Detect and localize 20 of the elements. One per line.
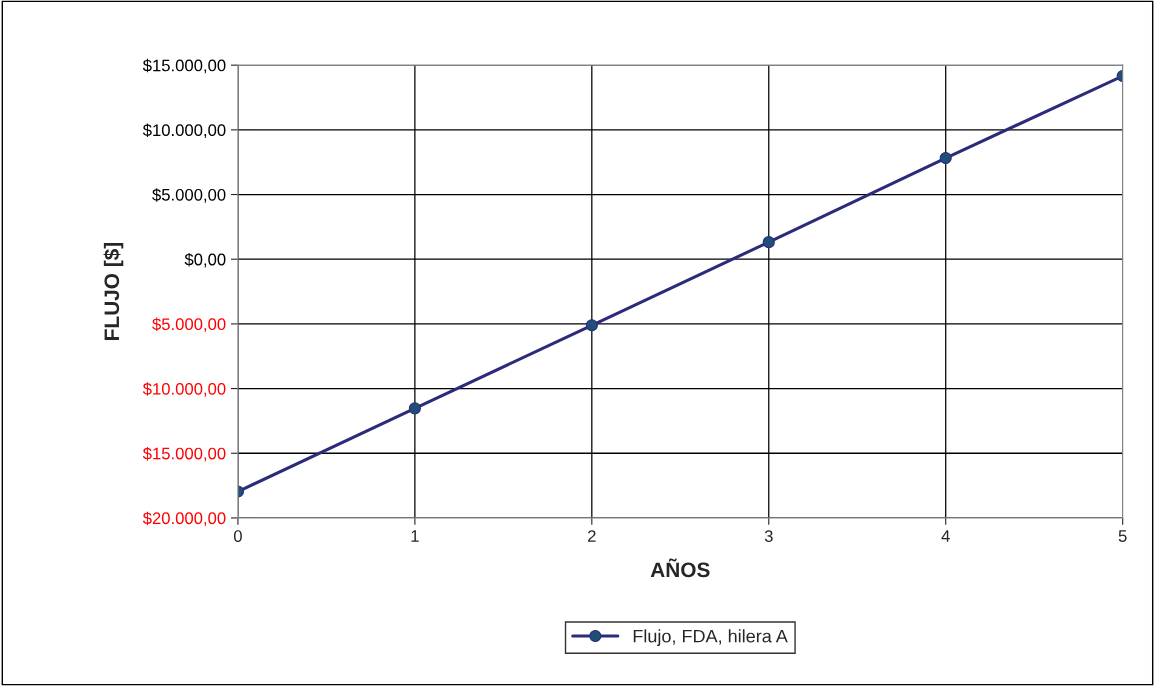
y-axis-title: FLUJO [$] xyxy=(103,242,124,340)
point xyxy=(939,151,952,165)
point xyxy=(585,319,598,332)
y-tick-label: $10.000,00 xyxy=(142,123,226,139)
legend-label: Flujo, FDA, hilera A xyxy=(633,629,788,647)
x-tick-label: 0 xyxy=(233,530,242,542)
y-tick-label: $15.000,00 xyxy=(142,58,226,74)
y-tick-label: $15.000,00 xyxy=(142,446,226,462)
y-tick-label: $10.000,00 xyxy=(142,382,226,397)
x-tick-label: 1 xyxy=(411,530,419,542)
y-tick-label: $20.000,00 xyxy=(142,511,226,527)
point xyxy=(762,236,775,249)
y-tick-label: $0,00 xyxy=(184,252,226,268)
y-tick-label: $5.000,00 xyxy=(152,188,226,203)
x-tick-label: 4 xyxy=(941,530,950,542)
y-tick-label: $5.000,00 xyxy=(152,317,226,333)
x-tick-label: 3 xyxy=(764,530,773,542)
x-axis-title: AÑOS xyxy=(650,558,710,578)
x-tick-label: 2 xyxy=(588,530,596,542)
x-tick-label: 5 xyxy=(1118,530,1127,542)
